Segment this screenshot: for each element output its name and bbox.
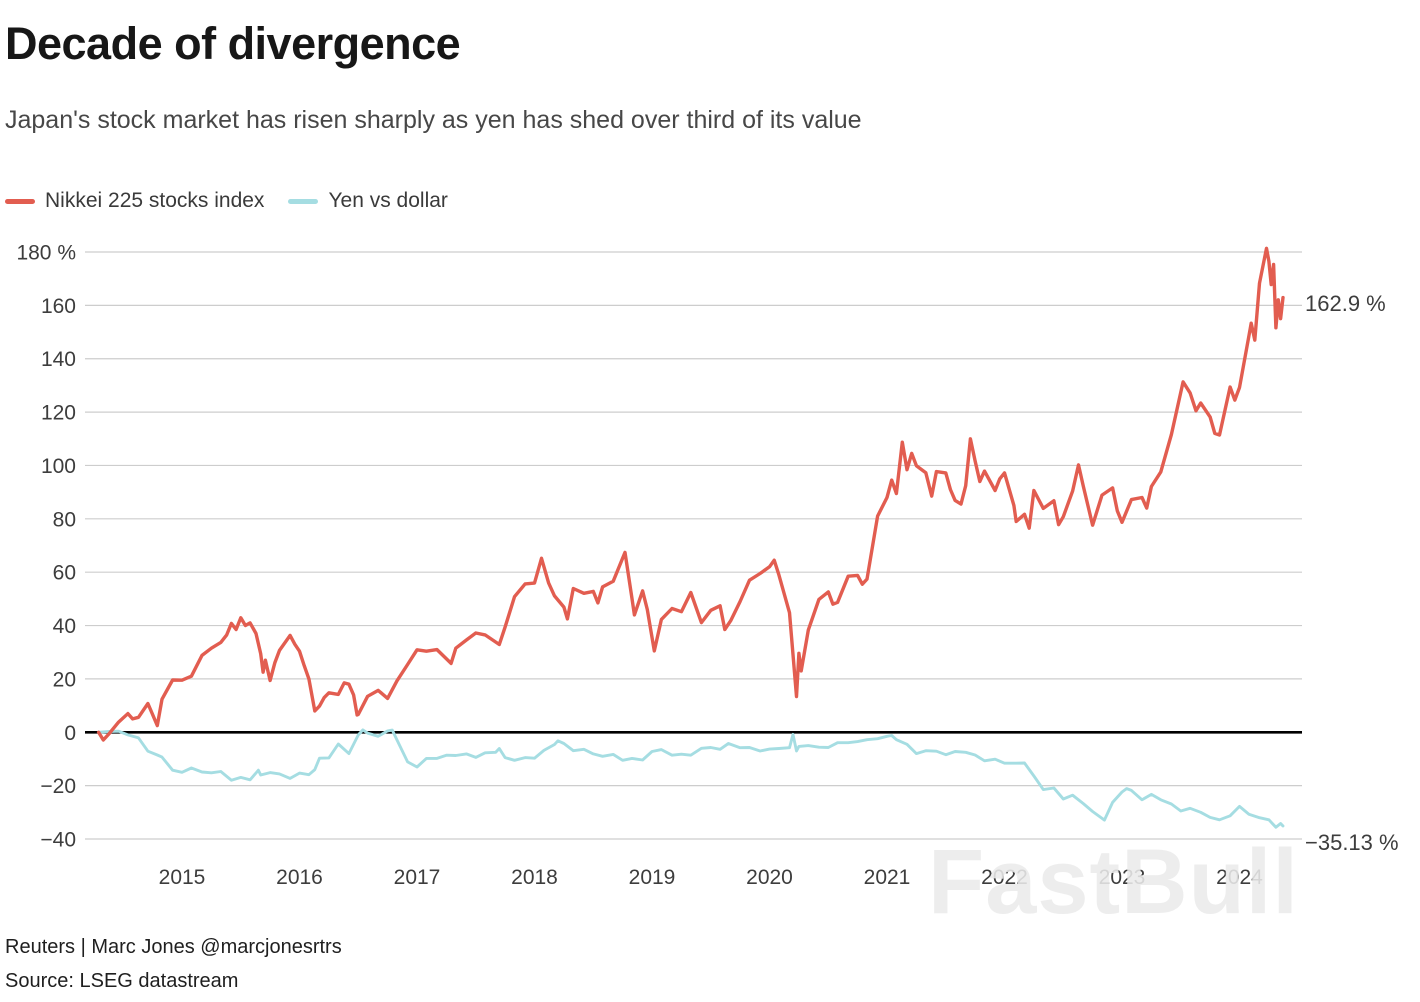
svg-text:80: 80 (53, 508, 76, 531)
source-line: Source: LSEG datastream (5, 970, 239, 992)
page-title: Decade of divergence (5, 18, 461, 69)
svg-text:−40: −40 (40, 829, 76, 852)
svg-text:40: 40 (53, 615, 76, 638)
svg-text:−20: −20 (40, 775, 76, 798)
svg-text:2017: 2017 (394, 866, 441, 889)
fastbull-watermark: FastBull (928, 831, 1299, 933)
credit-line: Reuters | Marc Jones @marcjonesrtrs (5, 936, 342, 958)
svg-text:2015: 2015 (159, 866, 206, 889)
svg-text:2019: 2019 (629, 866, 676, 889)
nikkei-line-swatch-icon (5, 198, 35, 204)
svg-text:160: 160 (41, 295, 76, 318)
yen-end-value-label: −35.13 % (1305, 830, 1399, 855)
svg-text:2023: 2023 (1099, 866, 1146, 889)
svg-text:60: 60 (53, 562, 76, 585)
svg-text:0: 0 (64, 722, 76, 745)
legend-item-yen: Yen vs dollar (288, 189, 448, 213)
svg-text:2016: 2016 (276, 866, 323, 889)
yen-line-swatch-icon (288, 198, 319, 204)
svg-text:2020: 2020 (746, 866, 793, 889)
svg-text:2022: 2022 (981, 866, 1028, 889)
legend-label-nikkei: Nikkei 225 stocks index (45, 189, 265, 212)
legend-label-yen: Yen vs dollar (328, 189, 448, 212)
svg-text:100: 100 (41, 455, 76, 478)
svg-text:180 %: 180 % (16, 242, 76, 265)
svg-text:120: 120 (41, 402, 76, 425)
legend-item-nikkei: Nikkei 225 stocks index (5, 189, 264, 213)
svg-text:140: 140 (41, 348, 76, 371)
svg-text:2024: 2024 (1216, 866, 1263, 889)
svg-text:2021: 2021 (864, 866, 911, 889)
chart-subtitle: Japan's stock market has risen sharply a… (5, 106, 862, 134)
nikkei-end-value-label: 162.9 % (1305, 291, 1386, 316)
svg-text:20: 20 (53, 668, 76, 691)
svg-text:2018: 2018 (511, 866, 558, 889)
chart-legend: Nikkei 225 stocks index Yen vs dollar (5, 189, 448, 213)
